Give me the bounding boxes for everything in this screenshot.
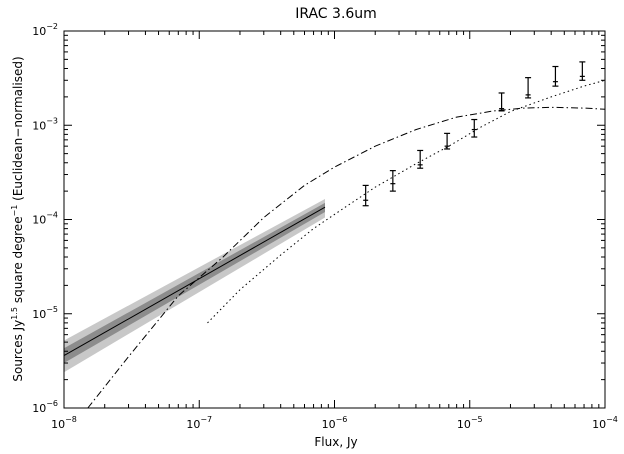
x-tick-label: 10−6 [322,415,348,431]
series-line-dotted [207,79,606,324]
plot-frame [63,30,606,409]
y-tick-label: 10−4 [32,211,58,227]
error-point [579,61,586,81]
error-point [362,184,369,207]
x-tick-label: 10−5 [457,415,483,431]
error-point [498,92,505,112]
y-tick-label: 10−3 [32,116,58,132]
uncertainty-band-2 [64,202,325,363]
y-tick-label: 10−2 [32,22,58,38]
error-point [525,77,532,99]
series-line-dashdot [87,106,606,409]
y-tick-label: 10−5 [32,305,58,321]
error-point [552,65,559,87]
error-point [471,118,478,138]
error-bar-points [362,61,586,207]
y-axis-label-text: Sources Jy1.5 square degree−1 (Euclidean… [10,56,25,381]
uncertainty-bands [64,199,325,373]
axis-ticks: 10−8 10−7 10−6 10−5 10−4 10−6 10−5 10−4 10−3 10−2 [32,22,618,431]
x-axis-label: Flux, Jy [314,435,357,449]
chart-title: IRAC 3.6um [295,6,377,22]
x-tick-label: 10−8 [51,415,77,431]
series-lines [63,79,606,409]
y-axis-label: Sources Jy1.5 square degree−1 (Euclidean… [10,56,25,381]
x-tick-label: 10−4 [592,415,618,431]
error-point [417,149,424,169]
y-tick-label: 10−6 [32,399,58,415]
error-point [444,132,451,150]
x-tick-label: 10−7 [186,415,212,431]
error-point [389,170,396,192]
